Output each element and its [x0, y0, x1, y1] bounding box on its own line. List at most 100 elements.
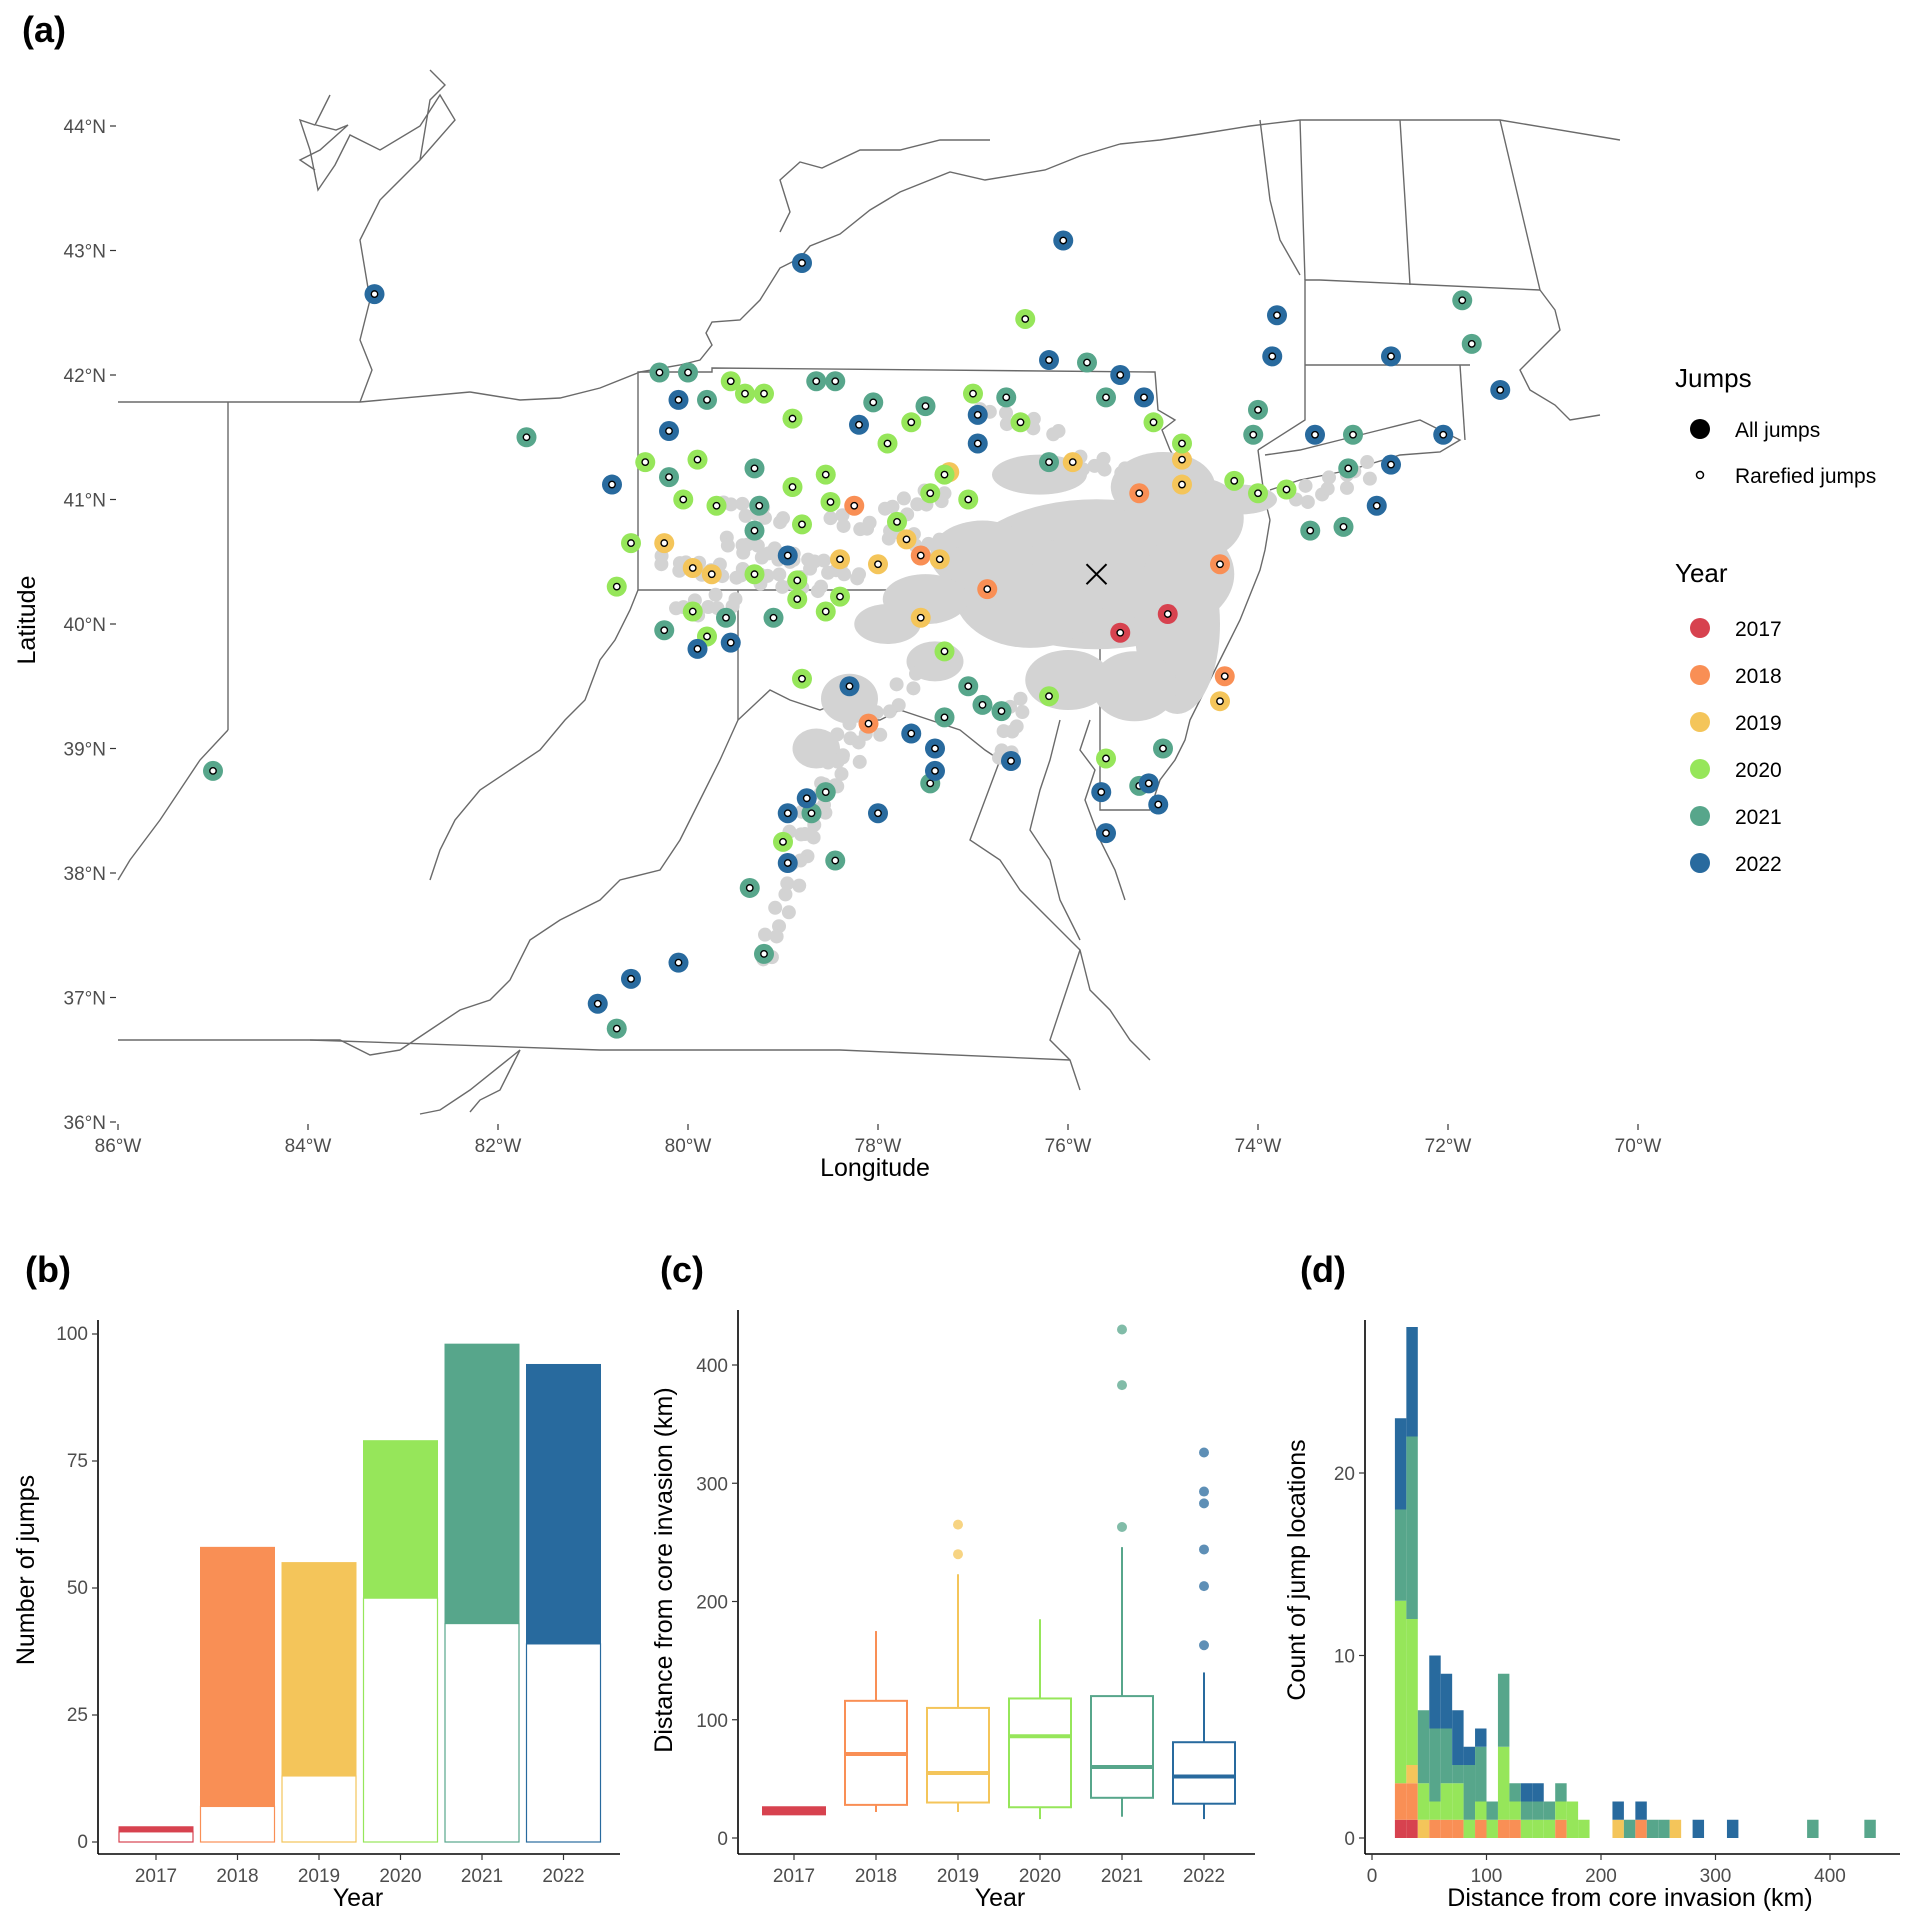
- core-cloud-point: [768, 900, 783, 915]
- panel-c-outlier-2021: [1117, 1522, 1127, 1533]
- map-x-tick-label: 74°W: [1235, 1136, 1282, 1157]
- rarefied-jump-marker: [655, 368, 664, 377]
- lake-erie-shore: [469, 371, 641, 401]
- core-cloud-point: [842, 716, 857, 731]
- rarefied-jump-marker: [836, 555, 844, 564]
- jump-point-2021: [744, 458, 765, 479]
- jump-point-2018: [1129, 483, 1150, 504]
- core-cloud-point: [909, 666, 923, 681]
- panel-b-y-tick-label: 0: [77, 1832, 88, 1853]
- panel-d-bin-2021: [1658, 1819, 1670, 1838]
- panel-c-outlier-2021: [1117, 1324, 1127, 1335]
- core-cloud-point: [996, 724, 1011, 739]
- jump-point-2022: [1381, 346, 1401, 367]
- jump-point-2021: [697, 389, 717, 410]
- rarefied-jump-marker: [793, 576, 802, 585]
- panel-c-x-tick-label: 2020: [1019, 1866, 1061, 1887]
- rarefied-jump-marker: [869, 398, 878, 407]
- rarefied-jump-marker: [674, 395, 683, 404]
- rarefied-jump-marker: [850, 501, 859, 510]
- upper-border: [1300, 119, 1621, 141]
- jump-point-2021: [1452, 290, 1473, 311]
- core-cloud-point: [906, 681, 921, 696]
- panel-d-y-tick-label: 20: [1334, 1464, 1355, 1485]
- jump-point-2022: [1366, 495, 1387, 516]
- panel-d-bin-2021: [1486, 1801, 1498, 1820]
- rarefied-jump-marker: [1387, 460, 1395, 469]
- map-y-tick-label: 42°N: [64, 366, 106, 387]
- core-cloud-point: [1320, 481, 1335, 496]
- core-center-marker: [1085, 563, 1108, 585]
- rarefied-jump-marker: [1097, 788, 1106, 796]
- lower-east-coast: [1049, 949, 1081, 1091]
- jump-point-2022: [1134, 387, 1154, 408]
- jump-point-2020: [1015, 308, 1036, 329]
- legend-jumps-title: Jumps: [1675, 363, 1752, 393]
- panel-d-bin-2021: [1555, 1783, 1567, 1802]
- rarefied-jump-marker: [1254, 489, 1262, 498]
- panel-c-box-2020: [1008, 1697, 1072, 1809]
- border-ky-tn: [118, 1039, 1071, 1061]
- jump-point-2021: [516, 427, 537, 448]
- rarefied-jump-marker: [769, 613, 778, 622]
- core-cloud-point: [1339, 480, 1354, 495]
- rarefied-jump-marker: [1021, 315, 1030, 323]
- jump-point-2021: [739, 877, 760, 898]
- panel-c-x-tick-label: 2022: [1183, 1866, 1225, 1887]
- rarefied-jump-marker: [722, 613, 730, 622]
- jump-point-2020: [1224, 470, 1245, 491]
- panel-d-bin-2021: [1440, 1728, 1453, 1784]
- rarefied-jump-marker: [707, 570, 716, 579]
- map-x-tick-label: 82°W: [475, 1136, 522, 1157]
- core-cloud-point: [1046, 427, 1061, 442]
- rarefied-jump-marker: [627, 974, 635, 983]
- jump-point-2020: [621, 533, 641, 554]
- rarefied-jump-marker: [741, 389, 749, 398]
- jump-point-2020: [687, 449, 708, 470]
- chesapeake-west: [1029, 719, 1081, 941]
- panel-d-bin-2018: [1452, 1819, 1464, 1838]
- panel-b-bar-rarefied-2019: [281, 1775, 357, 1843]
- legend-year-swatch-2018: [1690, 665, 1710, 685]
- legend-year-label-2021: 2021: [1735, 806, 1782, 829]
- rarefied-jump-marker: [755, 501, 764, 510]
- jump-point-2020: [877, 433, 898, 454]
- panel-d-bin-2021: [1475, 1746, 1487, 1802]
- core-cloud-point: [1360, 455, 1375, 470]
- legend-year-label-2018: 2018: [1735, 665, 1782, 688]
- rarefied-jump-marker: [926, 779, 935, 788]
- core-cloud-point: [701, 599, 716, 614]
- panel-b-x-tick-label: 2022: [542, 1866, 584, 1887]
- jump-point-2021: [1243, 424, 1264, 445]
- panel-d-bin-2018: [1509, 1819, 1521, 1838]
- jump-point-2018: [977, 579, 998, 600]
- jump-point-2021: [203, 760, 223, 781]
- jump-point-2021: [991, 701, 1012, 722]
- jump-point-2022: [602, 474, 622, 495]
- jump-point-2020: [754, 383, 774, 404]
- panel-d-x-tick-label: 0: [1367, 1866, 1378, 1887]
- panel-d-bin-2022: [1475, 1728, 1487, 1747]
- jump-point-2021: [1248, 399, 1268, 420]
- rarefied-jump-marker: [1249, 430, 1258, 439]
- jump-point-2022: [925, 760, 945, 781]
- jump-point-2020: [963, 383, 983, 404]
- panel-d-bin-2021: [1429, 1728, 1441, 1802]
- core-cloud-point: [835, 750, 850, 765]
- panel-d-bin-2020: [1520, 1819, 1533, 1838]
- rarefied-jump-marker: [1083, 358, 1091, 367]
- rarefied-jump-marker: [1178, 480, 1186, 489]
- jump-point-2022: [967, 433, 988, 454]
- jump-point-2022: [659, 421, 679, 442]
- jump-point-2021: [863, 392, 884, 413]
- core-cloud-point: [708, 587, 723, 602]
- panel-d-bin-2019: [1669, 1819, 1682, 1838]
- jump-point-2020: [830, 586, 850, 607]
- jump-point-2019: [910, 607, 931, 628]
- rarefied-jump-marker: [802, 794, 811, 803]
- map-x-tick-label: 84°W: [285, 1136, 332, 1157]
- rarefied-jump-marker: [788, 414, 797, 423]
- map-y-tick-label: 36°N: [64, 1113, 106, 1134]
- rarefied-jump-marker: [883, 439, 892, 448]
